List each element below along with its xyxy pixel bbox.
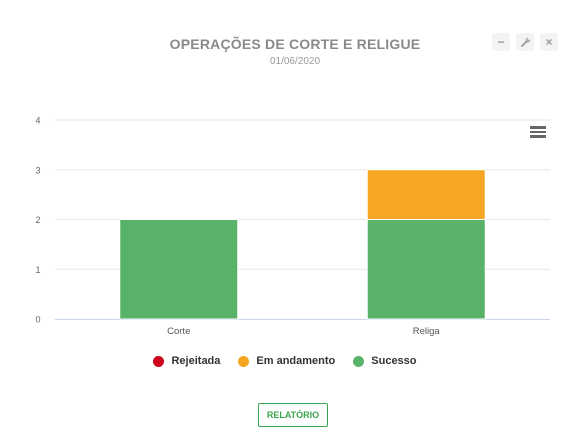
y-tick-label: 2 <box>35 215 40 225</box>
chart-legend: Rejeitada Em andamento Sucesso <box>0 355 570 367</box>
legend-item[interactable]: Sucesso <box>353 355 417 367</box>
bar-sucesso <box>119 219 239 320</box>
minimize-icon[interactable]: − <box>492 33 510 51</box>
y-tick-label: 0 <box>35 315 40 325</box>
hamburger-menu-icon[interactable] <box>530 126 546 138</box>
x-tick-label: Religa <box>413 326 441 337</box>
legend-item[interactable]: Em andamento <box>238 355 335 367</box>
close-icon[interactable]: × <box>540 33 558 51</box>
bar-em-andamento <box>366 169 486 220</box>
legend-label: Em andamento <box>256 355 336 367</box>
chart-subtitle: 01/06/2020 <box>269 56 321 67</box>
bar-sucesso <box>366 219 486 320</box>
legend-marker-icon <box>238 355 250 367</box>
legend-label: Rejeitada <box>171 355 221 367</box>
legend-item[interactable]: Rejeitada <box>153 355 220 367</box>
legend-label: Sucesso <box>371 355 417 367</box>
y-tick-label: 1 <box>35 265 40 275</box>
legend-marker-icon <box>153 355 165 367</box>
chart-title: OPERAÇÕES DE CORTE E RELIGUE <box>169 36 421 52</box>
x-tick-label: Corte <box>167 326 190 337</box>
wrench-glyph <box>520 37 530 47</box>
y-tick-label: 4 <box>35 116 40 126</box>
report-button[interactable]: RELATÓRIO <box>258 403 328 427</box>
chart-plot-area: 0 1 2 3 4 Corte Religa <box>35 116 550 337</box>
legend-marker-icon <box>353 355 365 367</box>
y-tick-label: 3 <box>35 165 40 175</box>
wrench-icon[interactable] <box>516 33 534 51</box>
